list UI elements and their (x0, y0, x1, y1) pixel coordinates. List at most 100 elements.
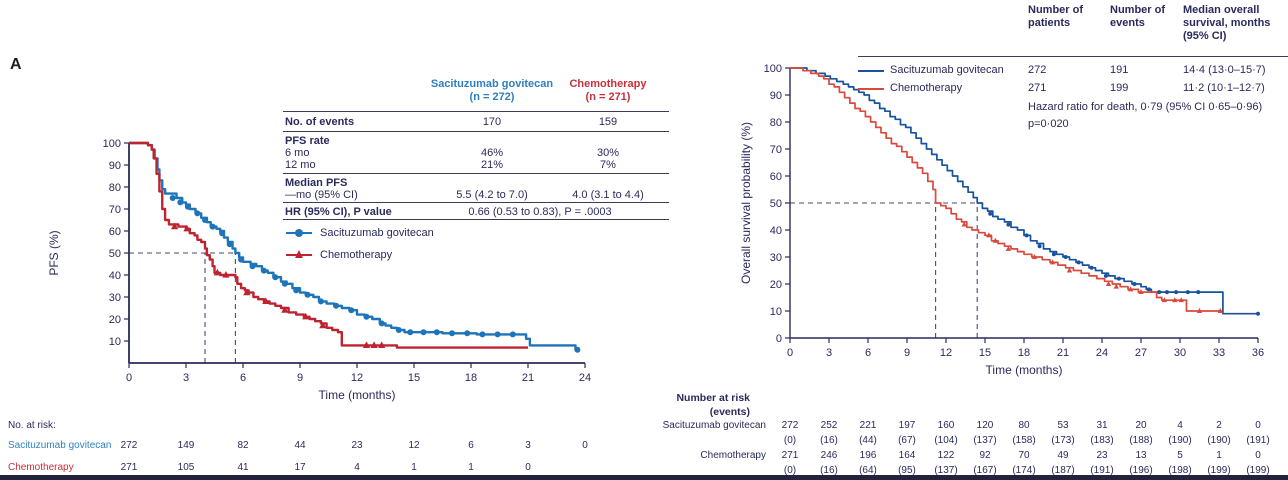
y-tick-label: 30 (109, 292, 121, 304)
pfs-legend: Sacituzumab govitecan Chemotherapy (286, 222, 434, 266)
censor-triangle (222, 271, 230, 278)
os-events-value-chemotherapy: (0) (783, 465, 797, 476)
rate12-chemo-value: 7% (600, 159, 616, 171)
os-risk-value-sacituzumab: 272 (781, 420, 799, 431)
x-tick-label: 15 (408, 372, 420, 384)
risk-value-chemotherapy: 41 (237, 462, 249, 473)
y-tick-label: 90 (109, 160, 121, 172)
y-tick-label: 80 (109, 182, 121, 194)
legend-label-sacituzumab: Sacituzumab govitecan (320, 227, 434, 239)
risk-value-chemotherapy: 1 (411, 462, 417, 473)
x-tick-label: 9 (904, 347, 910, 359)
os-risk-value-chemotherapy: 1 (1216, 450, 1222, 461)
pfs-number-at-risk: No. at risk: Sacituzumab govitecan Chemo… (0, 414, 680, 480)
y-tick-label: 40 (109, 270, 121, 282)
os-risk-value-sacituzumab: 80 (1018, 420, 1030, 431)
os-number-at-risk: Number at risk (events) Sacituzumab govi… (640, 388, 1288, 480)
table-rule (283, 131, 669, 132)
os-events-value-sacituzumab: (190) (1168, 435, 1192, 446)
x-tick-label: 18 (465, 372, 477, 384)
os-risk-value-chemotherapy: 196 (859, 450, 877, 461)
censor-triangle (1217, 308, 1223, 313)
y-axis-title: PFS (%) (47, 230, 61, 275)
col-header-chemotherapy-1: Chemotherapy (569, 78, 647, 90)
x-axis-title: Time (months) (986, 363, 1063, 377)
censor-triangle (1172, 297, 1178, 303)
os-risk-value-sacituzumab: 2 (1216, 420, 1222, 431)
censor-dot (226, 241, 233, 248)
os-events-value-sacituzumab: (173) (1051, 435, 1075, 446)
col-header-sacituzumab-1: Sacituzumab govitecan (430, 78, 554, 90)
censor-dot (177, 199, 184, 206)
x-tick-label: 18 (1018, 347, 1030, 359)
os-risk-value-sacituzumab: 120 (976, 420, 994, 431)
os-risk-value-chemotherapy: 70 (1018, 450, 1030, 461)
p-value-text: p=0·020 (1028, 118, 1069, 130)
risk-value-sacituzumab: 44 (294, 440, 306, 451)
risk-value-sacituzumab: 3 (525, 440, 531, 451)
os-risk-value-chemotherapy: 164 (898, 450, 916, 461)
censor-dot (1076, 260, 1081, 265)
x-tick-label: 0 (126, 372, 132, 384)
y-tick-label: 50 (109, 248, 121, 260)
censor-dot (194, 210, 201, 217)
censor-dot (509, 331, 516, 338)
censor-dot (333, 302, 340, 309)
risk-value-sacituzumab: 23 (351, 440, 363, 451)
os-events-value-sacituzumab: (183) (1090, 435, 1114, 446)
censor-triangle (1049, 259, 1056, 265)
y-tick-label: 100 (764, 63, 782, 75)
y-tick-label: 20 (770, 279, 782, 291)
risk-value-chemotherapy: 105 (177, 462, 195, 473)
os-events-value-chemotherapy: (191) (1090, 465, 1114, 476)
censor-dot (1185, 290, 1190, 295)
events-sg-value: 170 (482, 116, 502, 128)
censor-dot (464, 330, 471, 337)
y-tick-label: 30 (770, 252, 782, 264)
censor-dot (574, 346, 581, 353)
x-tick-label: 0 (787, 347, 793, 359)
x-tick-label: 6 (865, 347, 871, 359)
risk-value-chemotherapy: 17 (294, 462, 306, 473)
censor-dot (1132, 282, 1137, 286)
circle-marker-icon (295, 229, 303, 237)
km-curve (790, 67, 1222, 312)
os-events-value-chemotherapy: (16) (820, 465, 838, 476)
x-axis-title: Time (months) (319, 388, 396, 402)
x-tick-label: 36 (1252, 347, 1264, 359)
os-risk-value-chemotherapy: 271 (781, 450, 799, 461)
y-tick-label: 60 (109, 226, 121, 238)
os-risk-value-chemotherapy: 246 (820, 450, 838, 461)
triangle-marker-icon (295, 250, 303, 258)
censor-triangle (1127, 286, 1134, 292)
patients-col-header-2: patients (1028, 17, 1071, 29)
censor-triangle (1161, 297, 1168, 303)
risk-value-sacituzumab: 272 (120, 440, 138, 451)
os-events-value-sacituzumab: (44) (859, 435, 877, 446)
x-tick-label: 24 (579, 372, 591, 384)
col-header-chemotherapy-2: (n = 271) (585, 91, 631, 103)
censor-dot (1051, 252, 1056, 257)
risk-value-sacituzumab: 12 (408, 440, 420, 451)
censor-triangle (1031, 254, 1038, 259)
col-header-sacituzumab-2: (n = 272) (469, 91, 515, 103)
censor-dot (1006, 222, 1011, 227)
median-pfs-label-2: —mo (95% CI) (285, 189, 358, 201)
risk-value-sacituzumab: 6 (468, 440, 474, 451)
censor-triangle (1113, 283, 1119, 289)
os-risk-value-sacituzumab: 53 (1057, 420, 1069, 431)
panel-label: A (10, 56, 22, 73)
median-col-header-3: (95% CI) (1183, 30, 1227, 42)
os-risk-value-sacituzumab: 31 (1096, 420, 1108, 431)
legend-item-chemotherapy: Chemotherapy (286, 244, 434, 266)
os-events-value-sacituzumab: (67) (898, 435, 916, 446)
os-at-risk-label-chemotherapy: Chemotherapy (700, 450, 766, 461)
censor-dot (407, 329, 414, 336)
median-col-header-2: survival, months (1183, 17, 1271, 29)
risk-value-chemotherapy: 271 (120, 462, 138, 473)
median-pfs-label-1: Median PFS (285, 177, 348, 189)
os-risk-value-chemotherapy: 13 (1135, 450, 1147, 461)
censor-dot (1024, 233, 1029, 238)
censor-dot (1146, 287, 1151, 292)
